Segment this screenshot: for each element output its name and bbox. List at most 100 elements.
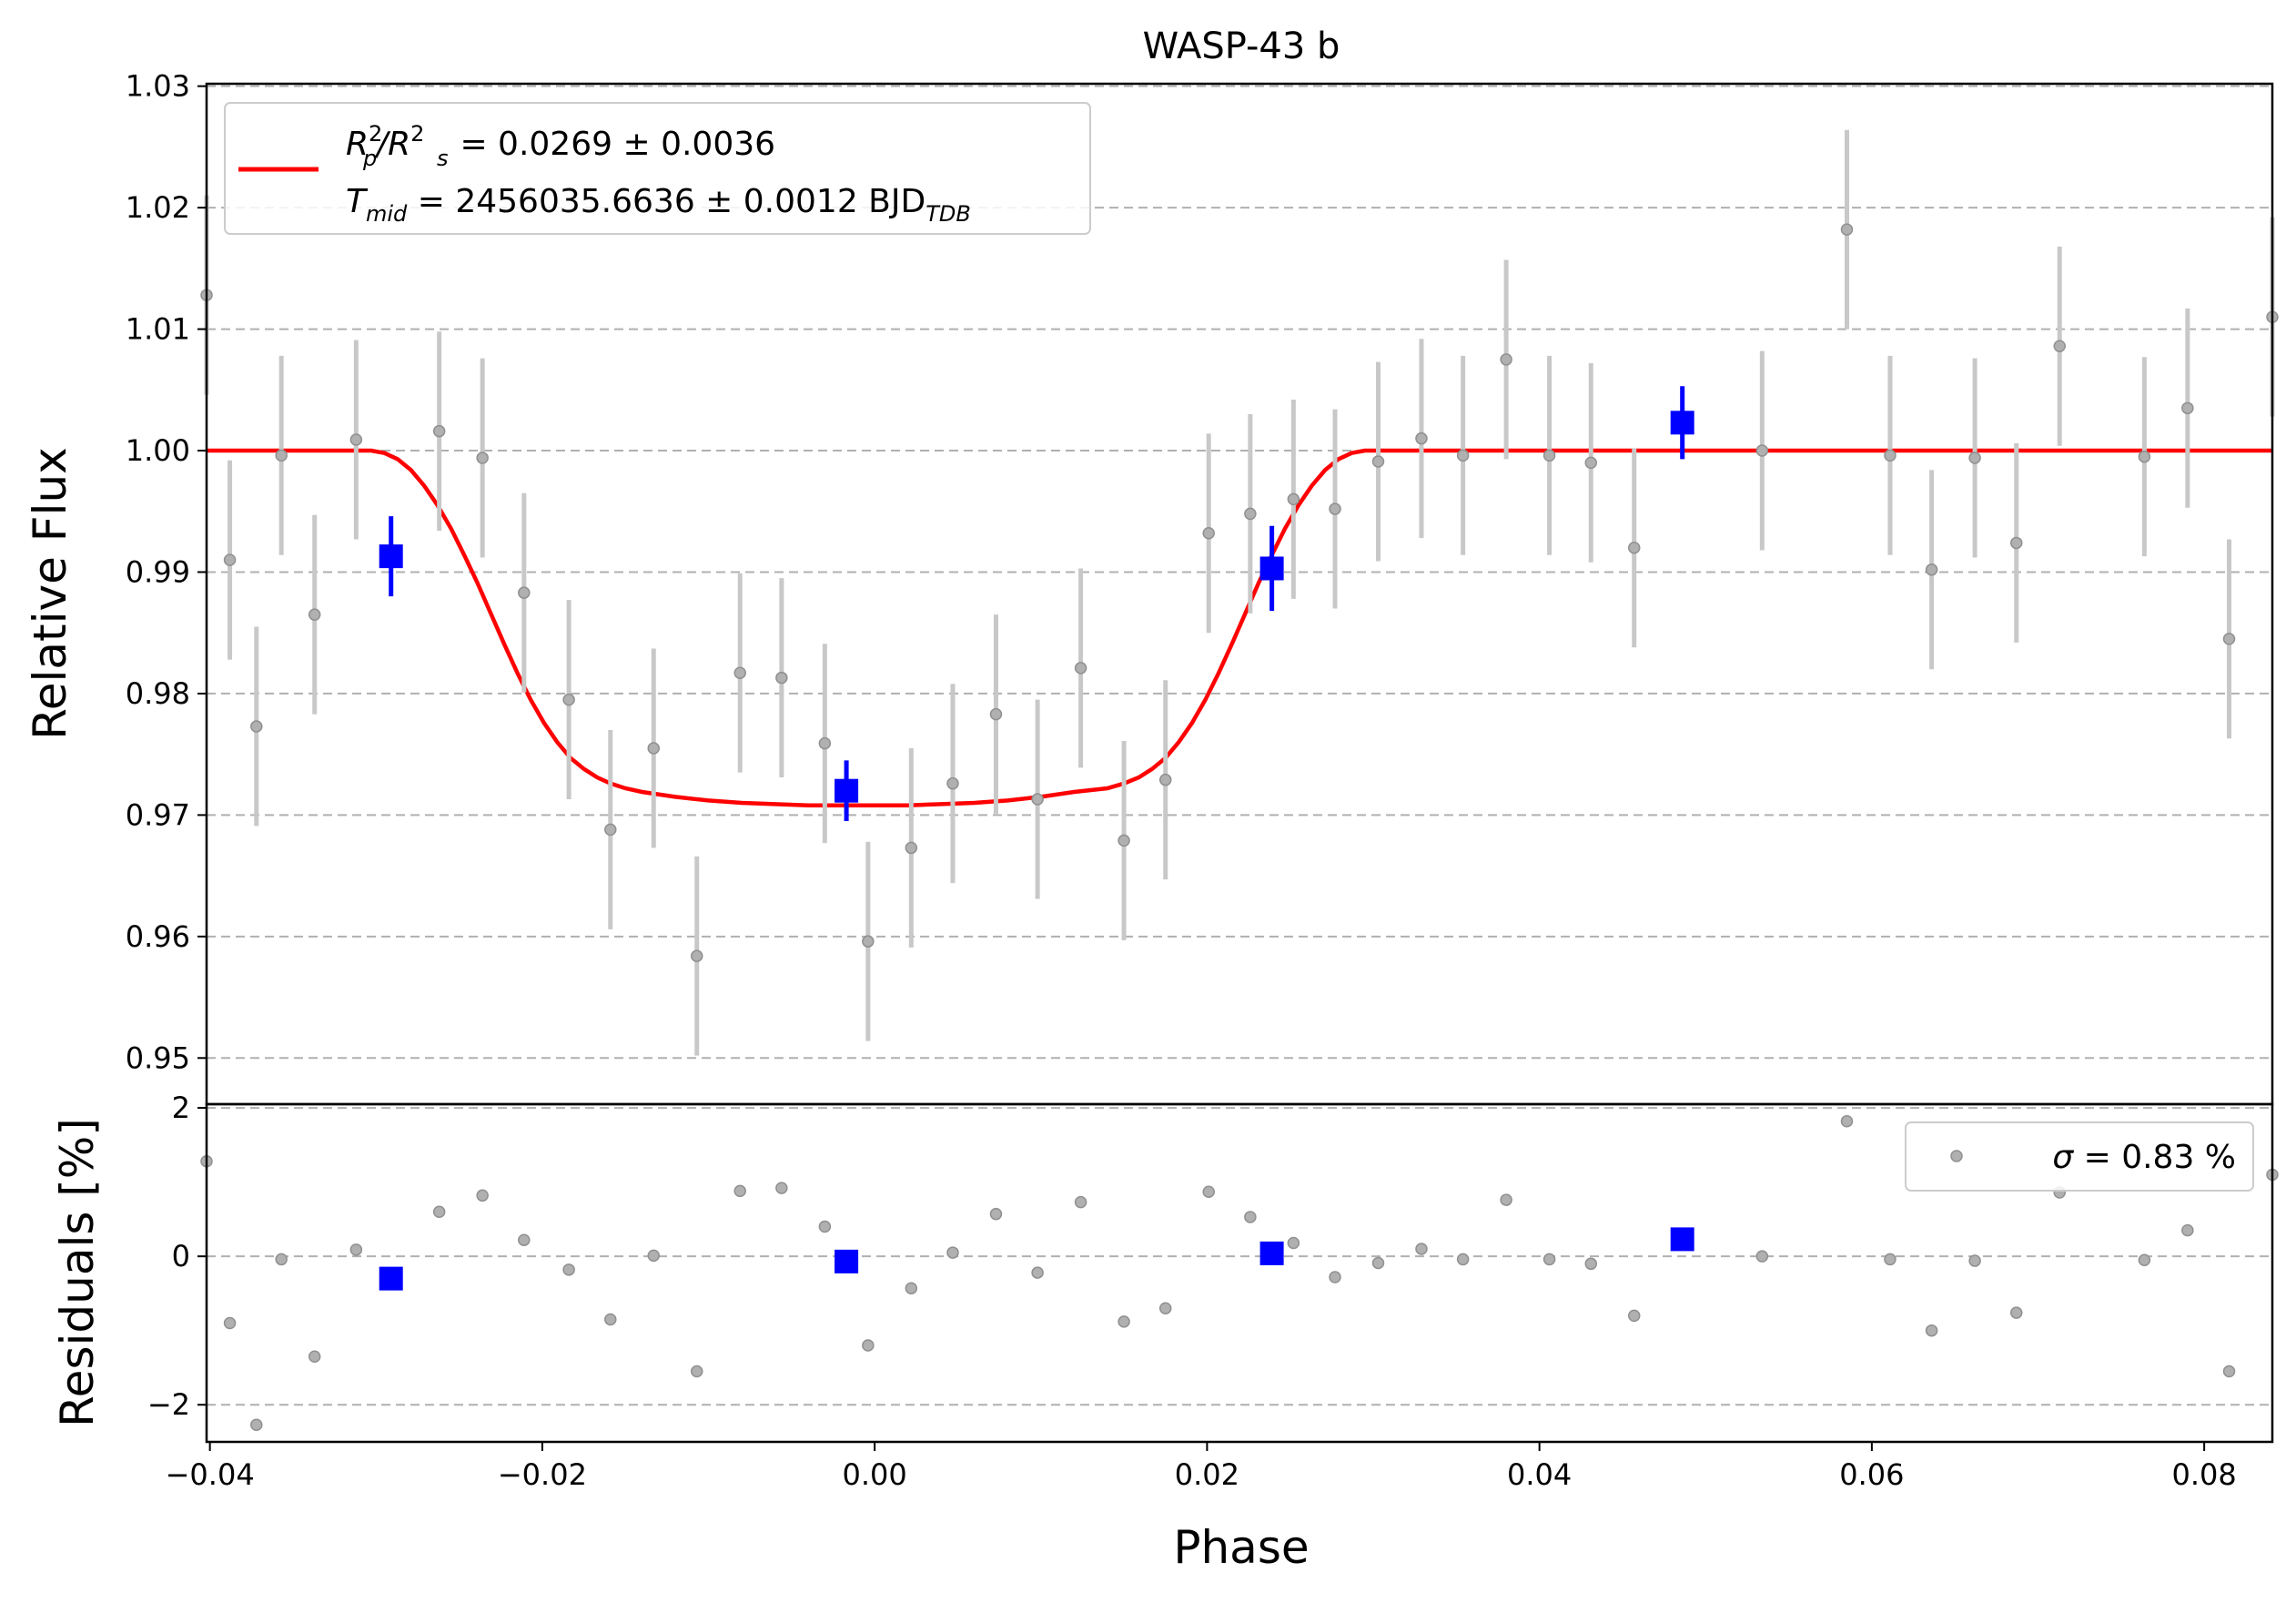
residual-y-tick-label: 2 xyxy=(172,1091,190,1125)
flux-point xyxy=(518,586,531,599)
flux-legend: R2 p/R2s = 0.0269 ± 0.0036 Tmid = 2456035… xyxy=(224,102,1091,235)
residuals-panel: −2 0 2 −0.04 −0.02 0.00 0.02 0.04 0.06 0.08 Phas… xyxy=(51,1091,2279,1574)
x-tick-label: 0.08 xyxy=(2171,1457,2236,1492)
residual-point xyxy=(905,1282,918,1294)
residual-point xyxy=(1287,1236,1300,1250)
residual-binned-point xyxy=(1259,1241,1284,1265)
flux-point xyxy=(1371,455,1385,468)
flux-point xyxy=(946,776,959,790)
flux-point xyxy=(1968,451,1981,464)
flux-point xyxy=(223,553,237,566)
flux-point xyxy=(989,707,1003,721)
residual-point xyxy=(1500,1193,1512,1206)
legend-tmid-text: Tmid = 2456035.6636 ± 0.0012 BJDTDB xyxy=(346,183,971,227)
residual-point xyxy=(604,1313,617,1326)
residual-point xyxy=(432,1205,446,1218)
flux-point xyxy=(275,449,288,462)
residual-point xyxy=(1542,1253,1556,1266)
residual-point xyxy=(1158,1302,1172,1314)
flux-point xyxy=(1202,527,1215,540)
flux-point xyxy=(2010,536,2023,550)
chart-title: WASP-43 b xyxy=(1143,25,1340,67)
residual-point xyxy=(1074,1195,1087,1209)
flux-point xyxy=(733,666,746,679)
residual-point xyxy=(349,1243,363,1256)
residual-point xyxy=(1371,1256,1385,1270)
flux-binned-point xyxy=(1670,411,1694,435)
residual-point xyxy=(1118,1315,1130,1328)
flux-y-axis-label: Relative Flux xyxy=(24,447,76,739)
legend-depth-slash: /R xyxy=(374,126,410,163)
flux-point xyxy=(1415,431,1428,445)
flux-y-ticks: 0.95 0.96 0.97 0.98 0.99 1.00 1.01 1.02 1.03 xyxy=(126,69,207,1075)
flux-point xyxy=(1840,223,1854,236)
residual-point xyxy=(818,1220,832,1233)
flux-point xyxy=(647,742,661,755)
flux-point xyxy=(476,451,489,464)
flux-point xyxy=(775,671,788,685)
residual-gridlines xyxy=(207,1107,2272,1406)
x-tick-label: 0.02 xyxy=(1175,1457,1239,1492)
residual-point xyxy=(2138,1253,2151,1266)
flux-point xyxy=(1884,449,1896,462)
flux-point xyxy=(818,736,832,750)
x-tick-label: 0.04 xyxy=(1507,1457,1572,1492)
legend-tmid-value: = 2456035.6636 ± 0.0012 BJD xyxy=(407,183,925,220)
flux-binned-point xyxy=(834,778,859,803)
residual-point xyxy=(2010,1306,2023,1319)
flux-point xyxy=(1031,793,1044,806)
flux-point xyxy=(1456,449,1470,462)
flux-point xyxy=(1755,444,1769,457)
legend-depth-sub-s: s xyxy=(437,146,449,171)
legend-depth-value: = 0.0269 ± 0.0036 xyxy=(450,126,775,163)
flux-point xyxy=(1244,507,1257,521)
flux-points xyxy=(200,129,2279,1056)
legend-depth-sup1: 2 xyxy=(369,121,382,147)
flux-point xyxy=(1118,834,1130,847)
flux-binned-points xyxy=(379,386,1694,822)
flux-y-tick-label: 0.97 xyxy=(126,797,190,832)
legend-depth-sub-p: p xyxy=(362,146,377,171)
residual-point xyxy=(989,1207,1003,1221)
residual-legend-swatch xyxy=(1950,1150,1963,1162)
flux-point xyxy=(1584,456,1597,470)
flux-point xyxy=(1542,449,1556,462)
residual-binned-point xyxy=(379,1266,403,1291)
residual-point xyxy=(2222,1365,2236,1378)
residual-y-tick-label: 0 xyxy=(172,1239,190,1273)
flux-point xyxy=(1287,492,1300,506)
flux-y-tick-label: 1.01 xyxy=(126,312,190,347)
x-tick-label: −0.02 xyxy=(498,1457,587,1492)
residual-point xyxy=(1840,1115,1854,1128)
x-ticks: −0.04 −0.02 0.00 0.02 0.04 0.06 0.08 xyxy=(166,1442,2237,1492)
residual-point xyxy=(775,1182,788,1194)
flux-point xyxy=(562,693,575,706)
flux-point xyxy=(250,720,263,733)
residual-point xyxy=(647,1249,661,1263)
sigma-symbol: σ xyxy=(2052,1139,2074,1176)
flux-binned-point xyxy=(379,544,403,569)
legend-tmid-sub: mid xyxy=(366,201,408,227)
flux-point xyxy=(1627,542,1641,554)
residual-point xyxy=(1584,1257,1597,1271)
residual-point xyxy=(1202,1185,1215,1198)
flux-panel: 0.95 0.96 0.97 0.98 0.99 1.00 1.01 1.02 1.03 Rel… xyxy=(24,69,2279,1106)
flux-point xyxy=(2222,633,2236,645)
sigma-legend-text: σ = 0.83 % xyxy=(2052,1139,2236,1176)
residual-point xyxy=(275,1253,288,1266)
flux-point xyxy=(1074,662,1087,675)
flux-y-tick-label: 0.96 xyxy=(126,919,190,954)
residual-point xyxy=(1627,1309,1641,1323)
residual-binned-points xyxy=(379,1227,1694,1291)
residual-point xyxy=(562,1263,575,1276)
x-tick-label: 0.06 xyxy=(1839,1457,1904,1492)
flux-y-tick-label: 1.00 xyxy=(126,433,190,468)
residual-legend: σ = 0.83 % xyxy=(1905,1121,2254,1192)
flux-point xyxy=(1329,502,1341,515)
legend-depth-text: R2 p/R2s = 0.0269 ± 0.0036 xyxy=(346,121,775,171)
residual-point xyxy=(476,1189,489,1202)
residual-legend-box xyxy=(1905,1121,2254,1192)
flux-point xyxy=(2138,450,2151,463)
